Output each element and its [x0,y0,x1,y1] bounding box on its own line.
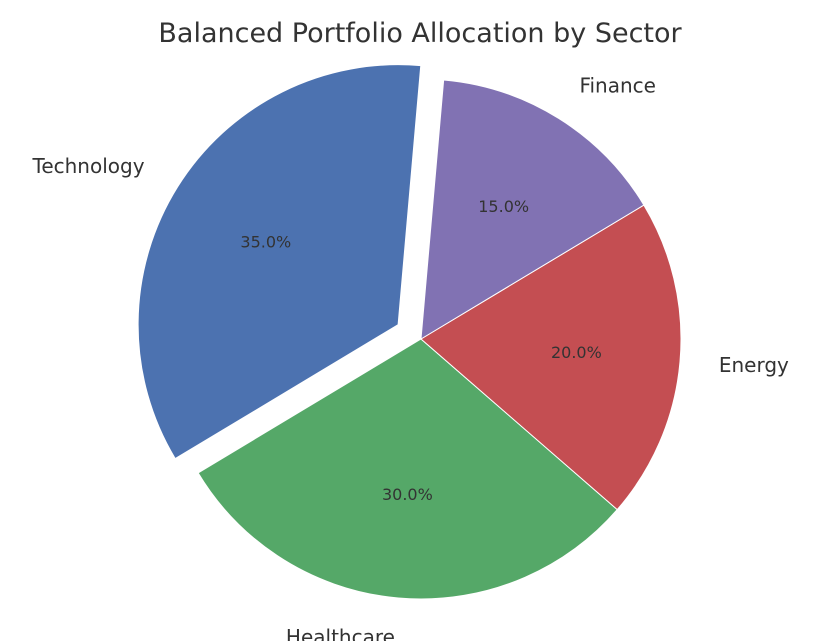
category-label-technology: Technology [32,154,145,178]
category-labels: Technology Healthcare Energy Finance [32,73,790,641]
pct-label-energy: 20.0% [551,343,602,362]
pct-label-technology: 35.0% [240,233,291,252]
pie-slices [137,64,682,600]
chart-title: Balanced Portfolio Allocation by Sector [158,18,682,49]
category-label-healthcare: Healthcare [286,625,395,641]
pie-slice-healthcare [197,338,618,600]
pct-label-finance: 15.0% [478,197,529,216]
pie-slice-energy [420,204,682,511]
pct-label-healthcare: 30.0% [382,485,433,504]
category-label-energy: Energy [719,353,789,377]
percentage-labels: 35.0% 30.0% 20.0% 15.0% [240,197,601,504]
category-label-finance: Finance [579,73,656,97]
pie-slice-finance [420,79,645,340]
pie-slice-technology [137,64,422,460]
